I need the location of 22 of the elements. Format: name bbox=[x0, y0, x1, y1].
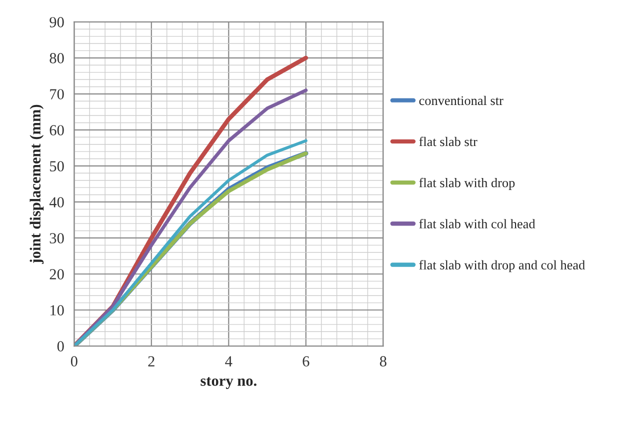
legend-label: flat slab with drop bbox=[419, 178, 515, 190]
y-tick-label: 40 bbox=[49, 197, 64, 208]
x-tick-label: 8 bbox=[380, 356, 386, 366]
y-tick-label: 80 bbox=[50, 53, 64, 64]
x-tick-label: 6 bbox=[302, 356, 310, 366]
y-tick-label: 0 bbox=[57, 341, 64, 352]
x-tick-label: 2 bbox=[148, 356, 154, 366]
y-axis-title: joint displacement (mm) bbox=[30, 104, 44, 264]
legend-label: flat slab str bbox=[419, 136, 478, 146]
y-tick-label: 90 bbox=[50, 17, 64, 28]
legend-label: flat slab with drop and col head bbox=[419, 260, 585, 272]
x-tick-label: 4 bbox=[225, 356, 232, 366]
legend-label: flat slab with col head bbox=[419, 218, 536, 228]
y-tick-label: 10 bbox=[50, 305, 64, 316]
y-tick-label: 60 bbox=[50, 125, 64, 136]
y-tick-label: 70 bbox=[50, 89, 64, 100]
x-tick-label: 0 bbox=[70, 356, 78, 366]
x-axis-title: story no. bbox=[200, 377, 256, 390]
y-tick-label: 20 bbox=[50, 269, 64, 280]
y-tick-label: 30 bbox=[50, 233, 64, 244]
legend-label: conventional str bbox=[419, 96, 504, 106]
y-tick-label: 50 bbox=[50, 161, 64, 172]
